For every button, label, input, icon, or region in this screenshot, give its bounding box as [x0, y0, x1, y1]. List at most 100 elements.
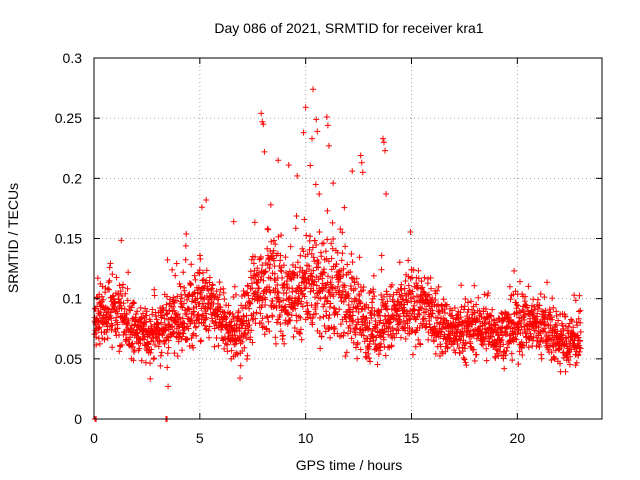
- data-point: [105, 279, 112, 286]
- data-point: [370, 288, 377, 295]
- data-point: [127, 328, 134, 335]
- data-point: [284, 310, 291, 317]
- data-point: [118, 237, 125, 244]
- data-point: [180, 330, 187, 337]
- data-point: [192, 276, 199, 283]
- data-point: [206, 323, 213, 330]
- data-point: [288, 295, 295, 302]
- data-point: [337, 273, 344, 280]
- data-point: [339, 291, 346, 298]
- data-point: [344, 261, 351, 268]
- data-point: [339, 250, 346, 257]
- data-point: [152, 342, 159, 349]
- data-point: [315, 276, 322, 283]
- data-point: [147, 318, 154, 325]
- data-point: [329, 245, 336, 252]
- y-tick-label: 0.2: [63, 170, 83, 186]
- data-point: [116, 348, 123, 355]
- data-point: [328, 240, 335, 247]
- data-point: [99, 283, 106, 290]
- data-point: [158, 349, 165, 356]
- data-point: [124, 285, 131, 292]
- data-point: [128, 304, 135, 311]
- data-point: [95, 325, 102, 332]
- chart-title: Day 086 of 2021, SRMTID for receiver kra…: [214, 20, 483, 36]
- data-point: [369, 332, 376, 339]
- data-point: [380, 329, 387, 336]
- data-point: [269, 313, 276, 320]
- data-point: [137, 340, 144, 347]
- data-point: [134, 330, 141, 337]
- data-point: [235, 308, 242, 315]
- data-point: [305, 308, 312, 315]
- data-point: [366, 338, 373, 345]
- x-tick-label: 15: [404, 430, 420, 446]
- data-point: [265, 226, 272, 233]
- data-point: [234, 351, 241, 358]
- data-point: [383, 303, 390, 310]
- data-point: [180, 300, 187, 307]
- data-point: [96, 340, 103, 347]
- data-point: [328, 255, 335, 262]
- data-point: [297, 326, 304, 333]
- data-point: [149, 306, 156, 313]
- data-point: [261, 269, 268, 276]
- data-point: [221, 309, 228, 316]
- data-point: [357, 300, 364, 307]
- data-point: [236, 327, 243, 334]
- data-point: [119, 292, 126, 299]
- data-point: [353, 296, 360, 303]
- data-point: [354, 303, 361, 310]
- data-point: [137, 304, 144, 311]
- data-point: [165, 337, 172, 344]
- data-point: [346, 322, 353, 329]
- data-point: [163, 301, 170, 308]
- data-point: [196, 267, 203, 274]
- data-point: [277, 267, 284, 274]
- data-point: [383, 288, 390, 295]
- data-point: [190, 304, 197, 311]
- data-point: [324, 297, 331, 304]
- data-point: [316, 288, 323, 295]
- data-point: [172, 297, 179, 304]
- data-point: [169, 266, 176, 273]
- data-point: [384, 298, 391, 305]
- data-point: [296, 330, 303, 337]
- data-point: [164, 256, 171, 263]
- data-point: [147, 349, 154, 356]
- data-point: [390, 291, 397, 298]
- data-point: [177, 283, 184, 290]
- data-point: [267, 201, 274, 208]
- data-point: [303, 299, 310, 306]
- data-point: [136, 345, 143, 352]
- data-point: [307, 162, 314, 169]
- data-point: [213, 334, 220, 341]
- data-point: [181, 326, 188, 333]
- data-point: [174, 293, 181, 300]
- data-point: [326, 304, 333, 311]
- x-tick-label: 10: [298, 430, 314, 446]
- data-point: [292, 264, 299, 271]
- data-point: [174, 353, 181, 360]
- data-point: [311, 278, 318, 285]
- data-point: [247, 300, 254, 307]
- data-point: [260, 277, 267, 284]
- data-point: [315, 264, 322, 271]
- data-point: [182, 242, 189, 249]
- data-point: [268, 238, 275, 245]
- data-point: [217, 304, 224, 311]
- data-point: [270, 304, 277, 311]
- data-point: [386, 293, 393, 300]
- data-point: [385, 331, 392, 338]
- data-point: [317, 295, 324, 302]
- data-point: [113, 314, 120, 321]
- data-point: [280, 262, 287, 269]
- data-point: [211, 325, 218, 332]
- data-point: [113, 274, 120, 281]
- data-point: [347, 328, 354, 335]
- data-point: [388, 342, 395, 349]
- data-point: [284, 278, 291, 285]
- data-point: [330, 236, 337, 243]
- data-point: [176, 314, 183, 321]
